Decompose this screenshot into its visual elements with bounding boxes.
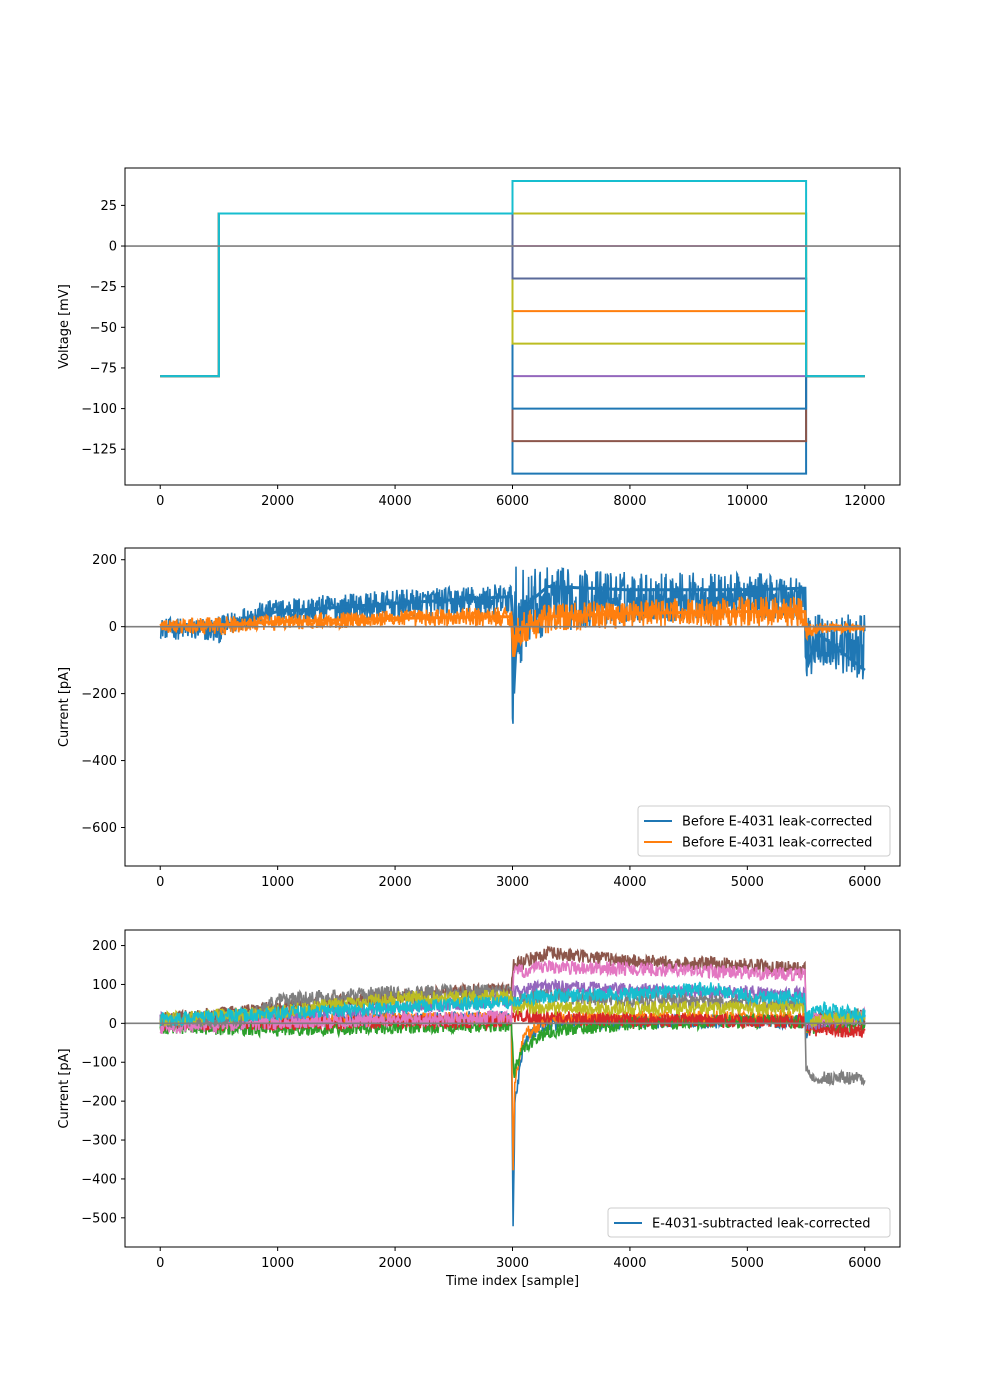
y-tick-label: −400: [81, 1172, 117, 1187]
y-tick-label: −600: [81, 821, 117, 836]
series-trace-9: [159, 981, 866, 1027]
legend-label: Before E-4031 leak-corrected: [682, 815, 872, 830]
y-tick-label: −100: [81, 402, 117, 417]
x-tick-label: 2000: [379, 1256, 412, 1271]
x-tick-label: 6000: [848, 875, 881, 890]
x-tick-label: 5000: [731, 875, 764, 890]
y-tick-label: −50: [90, 321, 117, 336]
x-tick-label: 0: [156, 875, 164, 890]
x-tick-label: 1000: [261, 875, 294, 890]
y-tick-label: 0: [109, 240, 117, 255]
y-tick-label: 200: [92, 553, 117, 568]
x-tick-label: 10000: [727, 494, 768, 509]
y-tick-label: 25: [100, 199, 117, 214]
series-center-1: [160, 610, 865, 658]
y-tick-label: −125: [81, 443, 117, 458]
y-tick-label: 0: [109, 1017, 117, 1032]
x-tick-label: 4000: [613, 1256, 646, 1271]
y-tick-label: 200: [92, 939, 117, 954]
x-tick-label: 2000: [261, 494, 294, 509]
x-tick-label: 6000: [496, 494, 529, 509]
legend: E-4031-subtracted leak-corrected: [607, 1207, 891, 1238]
plot-area: [125, 566, 900, 724]
series-line-11: [160, 180, 865, 378]
x-tick-label: 0: [156, 494, 164, 509]
y-axis-label: Current [pA]: [57, 1048, 72, 1128]
legend-label: Before E-4031 leak-corrected: [682, 836, 872, 851]
y-tick-label: 0: [109, 620, 117, 635]
series-trace-8: [159, 988, 866, 1029]
x-tick-label: 0: [156, 1256, 164, 1271]
y-tick-label: −100: [81, 1056, 117, 1071]
y-tick-label: −400: [81, 754, 117, 769]
x-tick-label: 3000: [496, 875, 529, 890]
voltage-panel: 0 2000 4000 6000 8000 10000 12000 25 0 −25 −50 −75 −…: [57, 167, 901, 509]
y-tick-label: −500: [81, 1211, 117, 1226]
y-tick-label: −75: [90, 361, 117, 376]
series-trace-5: [159, 945, 866, 1028]
y-tick-label: 100: [92, 978, 117, 993]
current-before-panel: 0 1000 2000 3000 4000 5000 60002000−200−400−60…: [57, 547, 901, 890]
x-tick-label: 3000: [496, 1256, 529, 1271]
x-tick-label: 4000: [613, 875, 646, 890]
x-axis-label: Time index [sample]: [445, 1274, 579, 1289]
x-tick-label: 2000: [379, 875, 412, 890]
legend-label: E-4031-subtracted leak-corrected: [652, 1217, 871, 1232]
x-tick-label: 8000: [613, 494, 646, 509]
y-axis-label: Voltage [mV]: [57, 284, 72, 369]
y-axis-label: Current [pA]: [57, 667, 72, 747]
plot-area: [125, 180, 900, 475]
current-subtracted-panel: 0 1000 2000 3000 4000 5000 60002001000−100−200…: [57, 929, 901, 1289]
x-tick-label: 12000: [844, 494, 885, 509]
x-tick-label: 1000: [261, 1256, 294, 1271]
plot-area: [125, 945, 900, 1227]
y-tick-label: −25: [90, 280, 117, 295]
legend-box: [637, 805, 891, 857]
x-tick-label: 6000: [848, 1256, 881, 1271]
y-tick-label: −200: [81, 1095, 117, 1110]
x-tick-label: 4000: [379, 494, 412, 509]
y-tick-label: −300: [81, 1134, 117, 1149]
legend-box: [607, 1207, 891, 1238]
x-tick-label: 5000: [731, 1256, 764, 1271]
legend: Before E-4031 leak-corrected Before E-403…: [637, 805, 891, 857]
y-tick-label: −200: [81, 687, 117, 702]
